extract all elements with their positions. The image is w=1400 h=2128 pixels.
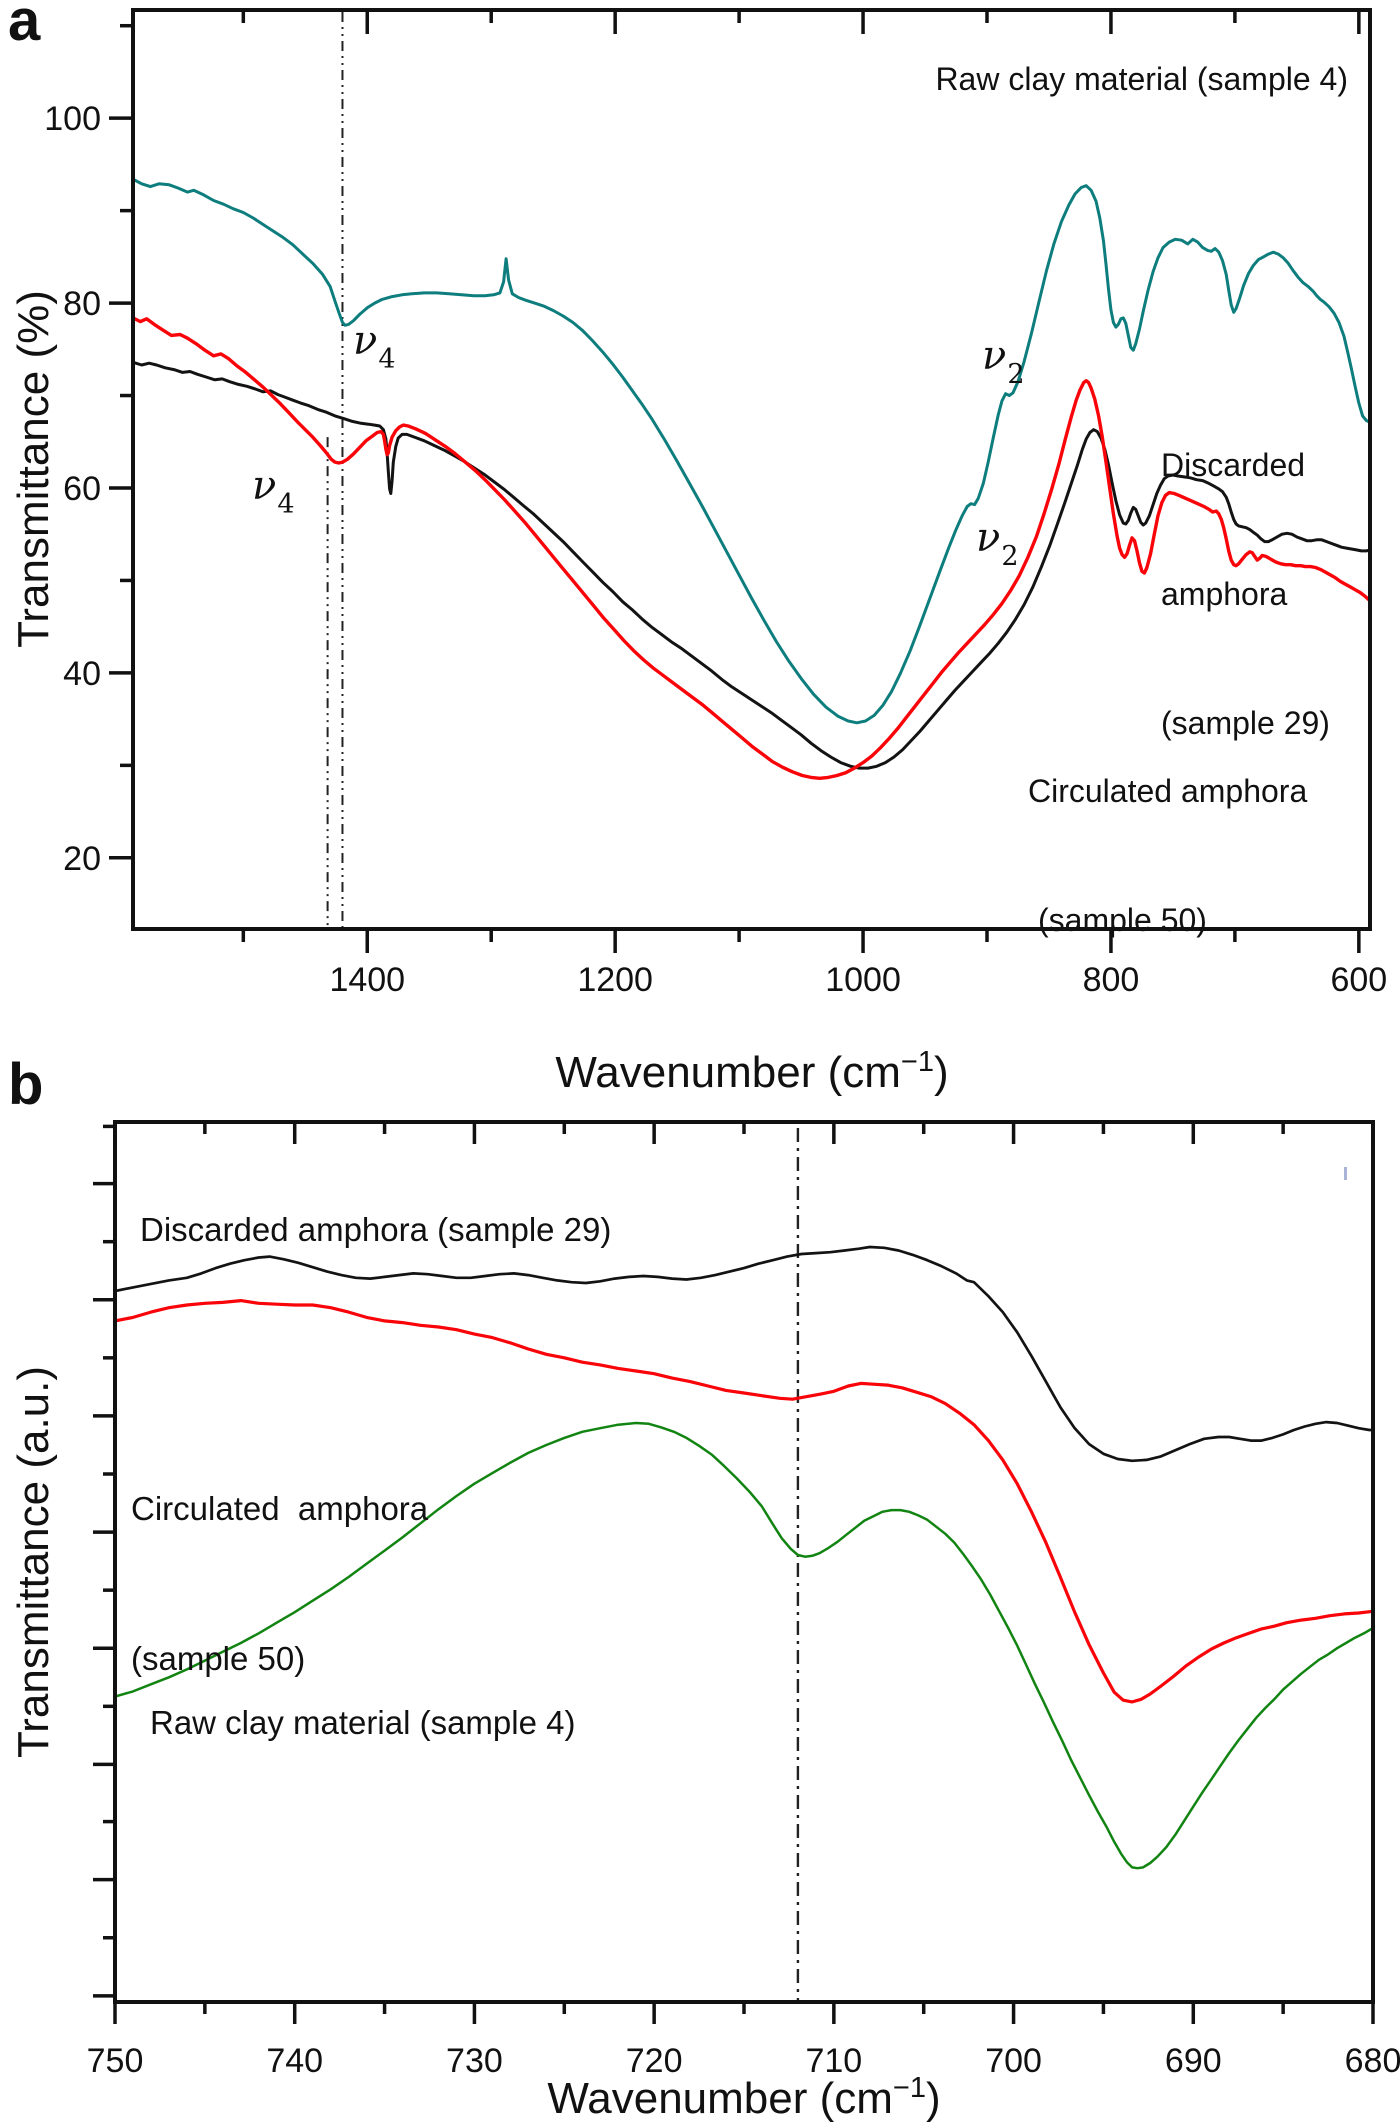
curve-b-circulated <box>115 1298 1373 1704</box>
y-tick-label-a: 100 <box>44 100 101 138</box>
x-tick-label-a: 800 <box>1083 961 1140 999</box>
nu2-subscript: 2 <box>1001 541 1019 572</box>
nu4-annotation-lower: ν4 <box>252 463 295 520</box>
panel-a-letter: a <box>8 0 41 53</box>
label-discarded-a: Discarded amphora (sample 29) <box>1161 358 1330 788</box>
nu-symbol: ν <box>353 318 378 364</box>
y-axis-title-a: Transmittance (%) <box>9 290 58 648</box>
x-tick-label-a: 1400 <box>329 961 405 999</box>
curve-a-circulated <box>133 316 1370 780</box>
x-tick-label-b: 680 <box>1345 2042 1400 2080</box>
x-tick-label-a: 600 <box>1330 961 1387 999</box>
label-circulated-b: Circulated amphora (sample 50) <box>131 1384 428 1734</box>
label-circulated-a: Circulated amphora (sample 50) <box>1028 684 1307 985</box>
nu-symbol: ν <box>252 463 277 509</box>
label-circulated-a-line1: Circulated amphora <box>1028 773 1308 809</box>
x-tick-label-b: 750 <box>87 2042 144 2080</box>
x-axis-title-b-sup: −1 <box>892 2072 926 2105</box>
nu4-annotation-upper: ν4 <box>353 318 396 375</box>
y-tick-label-a: 20 <box>63 840 101 878</box>
curve-b-discarded <box>115 1245 1373 1463</box>
x-axis-title-a-post: ) <box>933 1047 949 1097</box>
x-tick-label-b: 710 <box>805 2042 862 2080</box>
x-tick-label-b: 690 <box>1165 2042 1222 2080</box>
label-circulated-b-line2: (sample 50) <box>131 1640 306 1677</box>
label-raw-clay-a: Raw clay material (sample 4) <box>935 61 1348 97</box>
scan-artifact-mark <box>1344 1167 1347 1180</box>
x-tick-label-a: 1200 <box>577 961 653 999</box>
x-tick-label-b: 740 <box>266 2042 323 2080</box>
label-discarded-a-line2: amphora <box>1161 576 1288 612</box>
x-axis-title-b-post: ) <box>925 2073 941 2123</box>
label-raw-clay-b: Raw clay material (sample 4) <box>150 1704 576 1741</box>
y-tick-label-a: 60 <box>63 470 101 508</box>
panel-a-plot: 1400 1200 1000 800 600 100 80 60 40 20 <box>44 8 1387 999</box>
y-axis-title-b: Transmittance (a.u.) <box>9 1365 58 1759</box>
x-axis-title-b-pre: Wavenumber (cm <box>547 2073 893 2123</box>
curve-a-discarded <box>133 360 1370 770</box>
x-axis-title-a-pre: Wavenumber (cm <box>555 1047 901 1097</box>
curve-a-raw-clay <box>133 177 1370 725</box>
x-axis-title-b: Wavenumber (cm−1) <box>547 2072 940 2124</box>
x-axis-title-a-sup: −1 <box>900 1046 934 1079</box>
nu2-subscript: 2 <box>1007 359 1025 390</box>
label-discarded-a-line3: (sample 29) <box>1161 705 1330 741</box>
label-discarded-a-line1: Discarded <box>1161 447 1306 483</box>
nu2-annotation-lower: ν2 <box>976 515 1019 572</box>
panel-b-plot: 750 740 730 720 710 700 690 680 <box>87 1120 1400 2080</box>
panel-a-frame <box>131 8 1372 931</box>
x-axis-title-a: Wavenumber (cm−1) <box>555 1046 948 1098</box>
x-tick-label-b: 730 <box>446 2042 503 2080</box>
x-tick-label-b: 700 <box>985 2042 1042 2080</box>
curve-b-raw-clay <box>115 1421 1373 1870</box>
y-tick-label-a: 40 <box>63 655 101 693</box>
nu-symbol: ν <box>982 333 1007 379</box>
nu-symbol: ν <box>976 515 1001 561</box>
x-tick-label-a: 1000 <box>825 961 901 999</box>
nu4-subscript: 4 <box>277 489 295 520</box>
x-tick-label-b: 720 <box>626 2042 683 2080</box>
nu2-annotation-upper: ν2 <box>982 333 1025 390</box>
label-circulated-b-line1: Circulated amphora <box>131 1490 429 1527</box>
y-tick-label-a: 80 <box>63 285 101 323</box>
label-circulated-a-line2: (sample 50) <box>1038 902 1207 938</box>
panel-b-letter: b <box>8 1052 44 1117</box>
label-discarded-b: Discarded amphora (sample 29) <box>140 1211 612 1248</box>
nu4-subscript: 4 <box>378 344 396 375</box>
